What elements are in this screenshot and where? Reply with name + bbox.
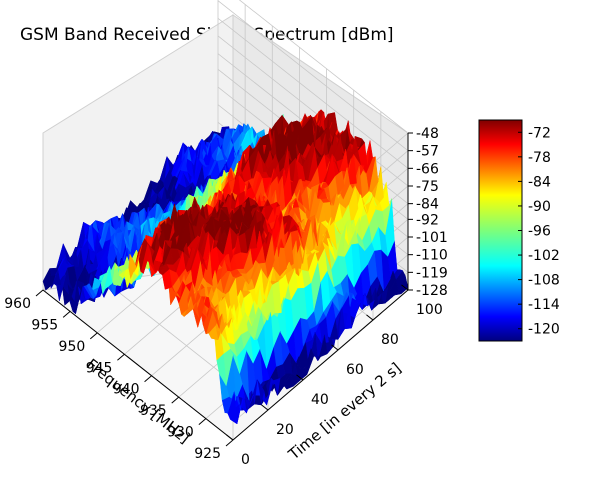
- x-tick-label: 945: [86, 360, 113, 376]
- x-tick-mark: [171, 396, 180, 404]
- x-tick-mark: [225, 439, 234, 447]
- z-tick-label: -110: [416, 248, 448, 264]
- y-tick-mark: [401, 284, 409, 291]
- x-tick-label: 940: [113, 382, 140, 398]
- x-tick-label: 930: [167, 425, 194, 441]
- y-tick-label: 20: [276, 422, 294, 438]
- colorbar-bar: [478, 119, 523, 342]
- surface-patch: [42, 267, 53, 291]
- z-tick-label: -48: [416, 126, 439, 142]
- colorbar: -72 -78 -84 -90 -96 -102 -108 -114 -120: [478, 119, 560, 342]
- y-tick-mark: [261, 404, 269, 411]
- z-tick-label: -119: [416, 265, 448, 281]
- z-tick-label: -84: [416, 197, 439, 213]
- y-tick-label: 60: [346, 362, 364, 378]
- x-tick-mark: [144, 375, 152, 383]
- grid-line: [217, 0, 409, 151]
- y-tick-label: 0: [241, 452, 250, 468]
- z-tick-label: -128: [416, 283, 448, 299]
- y-tick-labels: 0 20 40 60 80 100: [226, 284, 443, 468]
- x-tick-mark: [117, 353, 125, 361]
- colorbar-tick-label: -114: [528, 297, 560, 313]
- x-tick-label: 935: [140, 403, 167, 419]
- colorbar-tick-label: -72: [528, 125, 551, 141]
- surface-plot: [42, 109, 409, 425]
- colorbar-tick-label: -78: [528, 150, 551, 166]
- colorbar-tick-label: -102: [528, 248, 560, 264]
- colorbar-tick-label: -108: [528, 273, 560, 289]
- z-tick-label: -101: [416, 230, 448, 246]
- y-tick-mark: [296, 374, 304, 381]
- y-axis-line: [232, 289, 409, 441]
- z-tick-label: -57: [416, 144, 439, 160]
- x-tick-label: 960: [4, 296, 31, 312]
- grid-line: [217, 35, 409, 187]
- z-tick-label: -66: [416, 161, 439, 177]
- x-tick-mark: [89, 332, 98, 340]
- x-axis-line: [42, 289, 234, 441]
- y-tick-label: 80: [381, 332, 399, 348]
- y-tick-label: 40: [311, 392, 329, 408]
- grid-line: [238, 0, 409, 134]
- colorbar-ticks: -72 -78 -84 -90 -96 -102 -108 -114 -120: [518, 125, 560, 338]
- x-tick-label: 955: [31, 317, 58, 333]
- x-tick-mark: [198, 418, 207, 425]
- grid-line: [217, 18, 409, 169]
- z-tick-labels: -48 -57-66 -75 -84-92 -101 -110-119 -128: [408, 126, 448, 299]
- z-tick-label: -92: [416, 212, 439, 228]
- y-tick-mark: [366, 314, 374, 321]
- x-tick-label: 925: [194, 446, 221, 462]
- axis-lines: [42, 133, 409, 441]
- x-tick-mark: [35, 289, 44, 297]
- y-tick-mark: [331, 344, 339, 351]
- colorbar-tick-label: -96: [528, 224, 551, 240]
- z-tick-label: -75: [416, 179, 439, 195]
- colorbar-tick-label: -120: [528, 322, 560, 338]
- x-tick-mark: [62, 311, 71, 318]
- colorbar-tick-label: -90: [528, 199, 551, 215]
- colorbar-tick-label: -84: [528, 174, 551, 190]
- x-tick-label: 950: [59, 339, 86, 355]
- y-tick-label: 100: [416, 302, 443, 318]
- y-tick-mark: [226, 434, 234, 441]
